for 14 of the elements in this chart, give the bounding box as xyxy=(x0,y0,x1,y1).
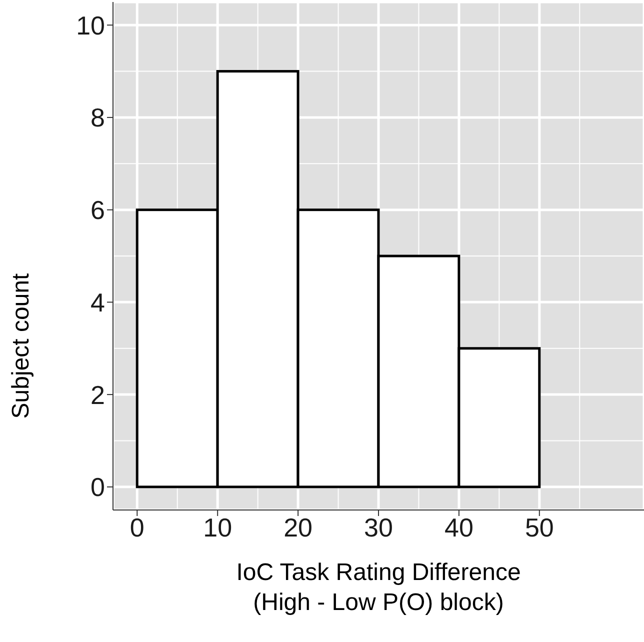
x-tick-label: 40 xyxy=(444,512,474,542)
y-tick-label: 6 xyxy=(90,195,105,226)
x-axis-title: IoC Task Rating Difference (High - Low P(O) block) xyxy=(236,559,521,616)
y-axis-title: Subject count xyxy=(8,272,35,419)
y-tick-label: 2 xyxy=(90,380,105,410)
y-tick-label: 4 xyxy=(90,287,105,318)
y-tick-label: 8 xyxy=(90,102,105,133)
y-tick-label: 0 xyxy=(90,472,105,502)
x-tick-label: 50 xyxy=(524,512,554,542)
x-tick-label: 20 xyxy=(284,512,313,542)
x-tick-label: 10 xyxy=(203,512,232,542)
x-tick-label: 30 xyxy=(364,512,393,542)
y-tick-label: 10 xyxy=(76,10,105,40)
x-tick-label: 0 xyxy=(130,512,144,542)
